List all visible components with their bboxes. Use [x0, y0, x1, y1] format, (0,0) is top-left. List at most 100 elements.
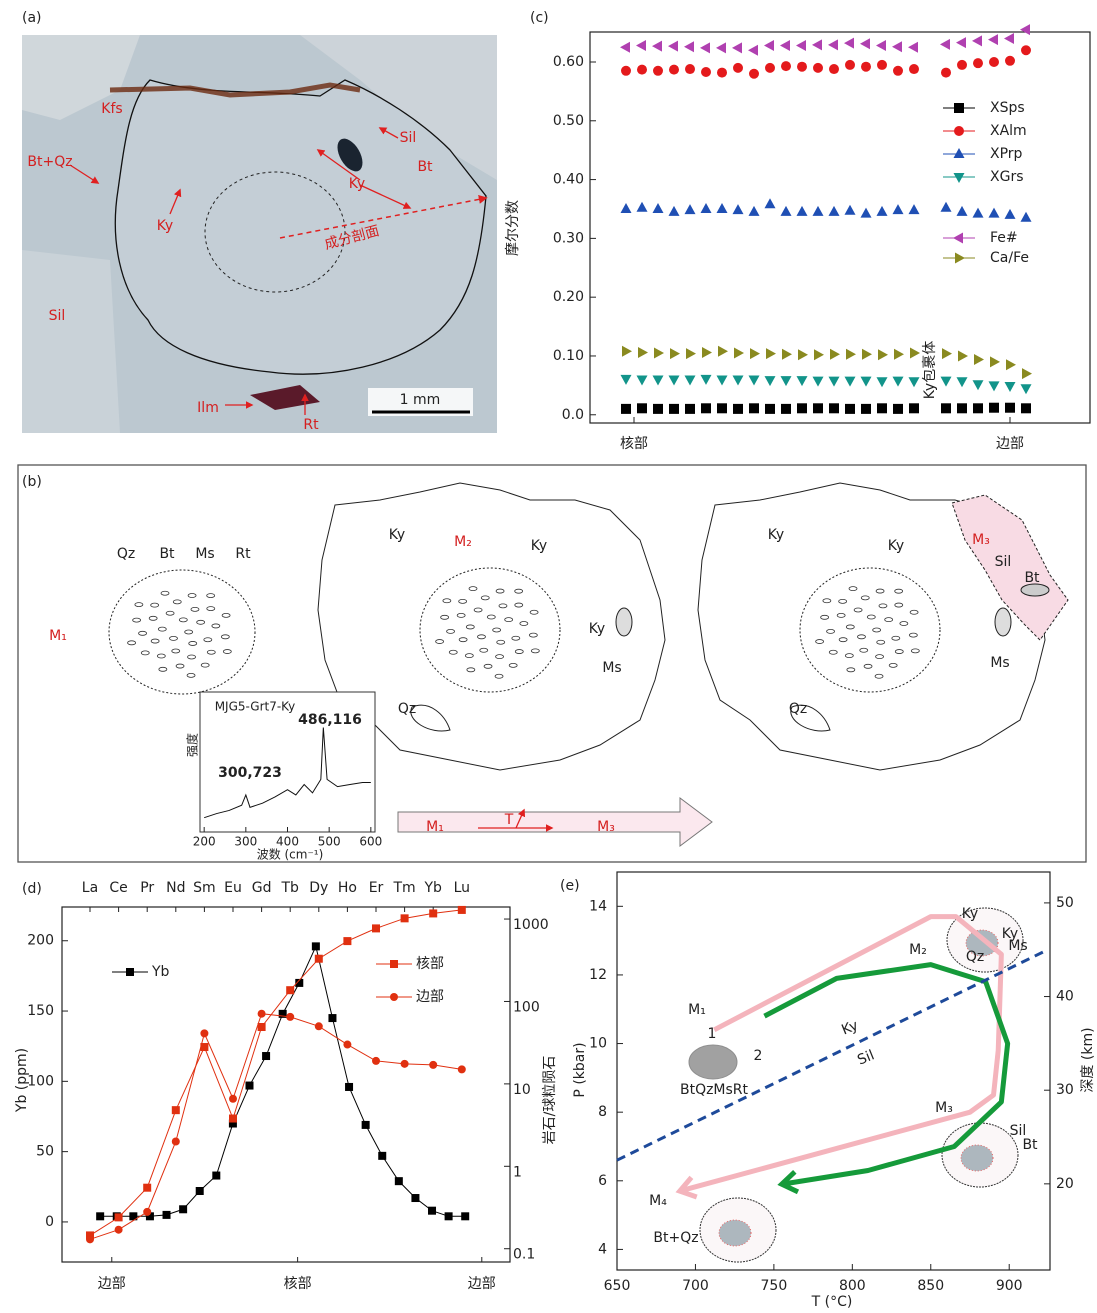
- y-tick-label: 8: [598, 1104, 607, 1120]
- top-category-label: Gd: [252, 880, 272, 896]
- y2-tick-label: 0.1: [513, 1247, 535, 1263]
- annotation: Ms: [1008, 938, 1027, 954]
- core-sketch: [719, 1220, 751, 1246]
- top-category-label: Yb: [423, 880, 442, 896]
- annotation: Ky: [962, 906, 978, 922]
- marker: [653, 66, 663, 76]
- marker: [637, 202, 648, 212]
- marker: [893, 66, 903, 76]
- photo-label: Ky: [157, 218, 173, 234]
- marker: [732, 42, 742, 53]
- marker: [378, 1152, 386, 1160]
- y-tick-label: 200: [27, 933, 54, 949]
- marker: [861, 208, 872, 218]
- marker: [258, 1023, 266, 1031]
- marker: [621, 404, 631, 414]
- marker: [315, 955, 323, 963]
- mineral-label: Rt: [235, 546, 251, 562]
- y-tick-label: 6: [598, 1173, 607, 1189]
- marker: [143, 1184, 151, 1192]
- marker: [797, 376, 808, 386]
- figure: 摩尔分数 Ky包裹体 MJG5-Grt7-Ky 强度 波数 (cm⁻¹) Yb …: [0, 0, 1097, 1313]
- marker: [813, 377, 824, 387]
- marker: [812, 39, 822, 50]
- marker: [86, 1235, 94, 1243]
- marker: [860, 38, 870, 49]
- core-sketch: [961, 1145, 993, 1171]
- mineral-label: Ms: [195, 546, 214, 562]
- annotation: M₄: [649, 1193, 667, 1209]
- marker: [395, 1177, 403, 1185]
- marker: [829, 206, 840, 216]
- mineral-label: Ky: [888, 538, 904, 554]
- y2-tick-label: 40: [1056, 989, 1074, 1005]
- marker: [877, 60, 887, 70]
- marker: [989, 57, 999, 67]
- kyanite: [995, 608, 1011, 636]
- y-tick-label: 0.30: [553, 230, 584, 246]
- marker: [286, 986, 294, 994]
- x-tick-label: 核部: [284, 1276, 312, 1292]
- marker: [717, 403, 727, 413]
- top-category-label: Tb: [280, 880, 299, 896]
- marker: [653, 203, 664, 213]
- marker: [796, 40, 806, 51]
- mineral-label: Bt: [1024, 570, 1040, 586]
- x-tick-label: 边部: [98, 1276, 126, 1292]
- y-tick-label: 0.20: [553, 289, 584, 305]
- marker: [1005, 403, 1015, 413]
- y-tick-label: 10: [589, 1036, 607, 1052]
- x-tick-label: 850: [917, 1278, 944, 1294]
- x-axis-label: 波数 (cm⁻¹): [257, 847, 324, 862]
- x-tick-label: 300: [234, 835, 257, 849]
- marker: [749, 403, 759, 413]
- y-tick-label: 50: [36, 1144, 54, 1160]
- marker: [620, 42, 630, 53]
- marker: [958, 350, 968, 361]
- top-category-label: Lu: [454, 880, 470, 896]
- marker: [362, 1121, 370, 1129]
- marker: [764, 40, 774, 51]
- marker: [765, 198, 776, 208]
- y-tick-label: 100: [27, 1073, 54, 1089]
- marker: [343, 937, 351, 945]
- marker: [1021, 384, 1032, 394]
- marker: [766, 348, 776, 359]
- marker: [286, 1013, 294, 1021]
- marker: [765, 376, 776, 386]
- x-tick-label: 核部: [620, 436, 648, 452]
- marker: [1021, 45, 1031, 55]
- inclusion-core: [109, 570, 255, 694]
- marker: [669, 404, 679, 414]
- marker: [765, 404, 775, 414]
- y-tick-label: 0.40: [553, 172, 584, 188]
- x-tick-label: 650: [604, 1278, 631, 1294]
- marker: [845, 377, 856, 387]
- marker: [258, 1010, 266, 1018]
- annotation: Bt: [1022, 1137, 1038, 1153]
- panel-label: (a): [22, 10, 42, 26]
- marker: [717, 68, 727, 78]
- marker: [989, 381, 1000, 391]
- legend-marker: [954, 148, 965, 158]
- annotation: Qz: [966, 949, 984, 965]
- top-category-label: Pr: [140, 880, 154, 896]
- marker: [957, 377, 968, 387]
- panel-label: (c): [530, 10, 549, 26]
- x-tick-label: 900: [996, 1278, 1023, 1294]
- legend-marker: [390, 993, 398, 1001]
- annotation: Ky包裹体: [922, 341, 938, 399]
- y2-tick-label: 20: [1056, 1176, 1074, 1192]
- legend-marker: [126, 968, 134, 976]
- marker: [637, 65, 647, 75]
- annotation: Bt+Qz: [653, 1230, 698, 1246]
- marker: [974, 354, 984, 365]
- marker: [700, 42, 710, 53]
- scale-label: 1 mm: [400, 392, 441, 408]
- marker: [652, 41, 662, 52]
- y-axis-label: 摩尔分数: [504, 200, 521, 256]
- marker: [845, 404, 855, 414]
- marker: [893, 377, 904, 387]
- marker: [781, 206, 792, 216]
- marker: [829, 64, 839, 74]
